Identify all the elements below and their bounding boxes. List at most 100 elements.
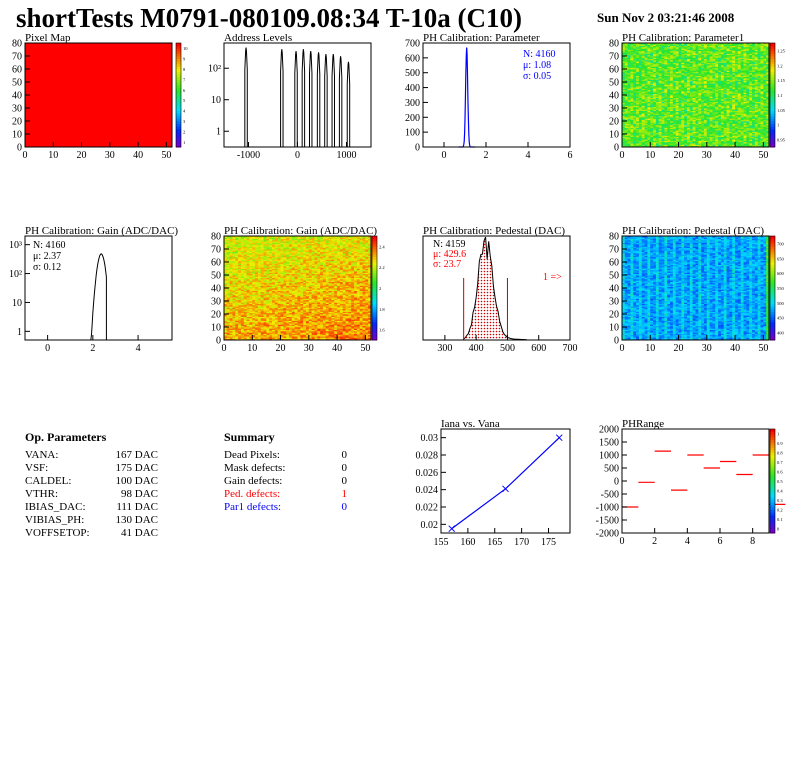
heatmap-cell	[630, 144, 634, 147]
panel-title-gain-map: PH Calibration: Gain (ADC/DAC)	[224, 225, 378, 237]
heatmap-cell	[658, 143, 662, 145]
heatmap-cell	[692, 88, 696, 91]
x-tick-label: 10	[48, 150, 58, 161]
heatmap-cell	[636, 140, 640, 143]
heatmap-cell	[661, 108, 665, 110]
heatmap-cell	[670, 43, 674, 45]
heatmap-cell	[689, 87, 694, 89]
heatmap-cell	[701, 135, 705, 137]
heatmap-cell	[695, 56, 699, 58]
heatmap-cell	[627, 137, 631, 140]
heatmap-cell	[672, 67, 677, 70]
heatmap-cell	[650, 82, 654, 84]
heatmap-cell	[627, 46, 631, 49]
heatmap-cell	[675, 124, 679, 127]
heatmap-cell	[695, 123, 699, 126]
heatmap-cell	[672, 71, 677, 74]
heatmap-cell	[695, 46, 699, 49]
heatmap-cell	[664, 143, 668, 145]
heatmap-cell	[689, 130, 694, 132]
heatmap-cell	[709, 72, 713, 75]
heatmap-cell	[675, 75, 679, 78]
heatmap-cell	[644, 92, 648, 95]
heatmap-cell	[703, 75, 708, 78]
heatmap-cell	[709, 88, 713, 91]
heatmap-cell	[647, 144, 651, 147]
heatmap-cell	[664, 57, 668, 59]
heatmap-cell	[692, 61, 696, 63]
heatmap-cell	[653, 70, 657, 72]
heatmap-cell	[692, 123, 696, 126]
heatmap-cell	[653, 108, 657, 110]
heatmap-cell	[678, 93, 682, 96]
heatmap-cell	[644, 144, 648, 147]
heatmap-cell	[644, 105, 648, 108]
heatmap-cell	[658, 124, 662, 127]
heatmap-cell	[675, 49, 679, 52]
heatmap-cell	[692, 105, 696, 108]
heatmap-cell	[664, 113, 668, 115]
heatmap-cell	[653, 74, 657, 76]
heatmap-cell	[678, 85, 682, 88]
heatmap-cell	[695, 110, 699, 113]
heatmap-cell	[641, 76, 646, 79]
heatmap-cell	[641, 109, 646, 111]
heatmap-cell	[695, 78, 699, 80]
heatmap-cell	[689, 75, 694, 78]
heatmap-cell	[706, 43, 711, 45]
heatmap-cell	[627, 88, 631, 91]
heatmap-cell	[644, 74, 648, 76]
heatmap-cell	[644, 115, 648, 118]
heatmap-cell	[695, 72, 699, 75]
heatmap-cell	[692, 106, 696, 109]
heatmap-cell	[698, 101, 702, 104]
heatmap-cell	[653, 54, 657, 57]
heatmap-cell	[624, 101, 629, 104]
heatmap-cell	[670, 143, 674, 145]
colorbar-cell	[176, 92, 181, 96]
heatmap-cell	[709, 108, 713, 110]
heatmap-cell	[681, 62, 685, 65]
heatmap-cell	[701, 85, 705, 88]
heatmap-cell	[622, 143, 626, 145]
heatmap-cell	[636, 115, 640, 118]
heatmap-cell	[681, 71, 685, 74]
heatmap-cell	[678, 110, 682, 113]
heatmap-cell	[692, 75, 696, 78]
heatmap-cell	[689, 95, 694, 97]
heatmap-cell	[638, 109, 643, 111]
heatmap-cell	[627, 84, 631, 87]
address-peak	[309, 51, 313, 147]
heatmap-cell	[661, 104, 665, 106]
heatmap-cell	[701, 88, 705, 91]
y-tick-label: 80	[12, 39, 22, 50]
heatmap-cell	[681, 91, 685, 93]
heatmap-cell	[689, 84, 694, 87]
heatmap-cell	[664, 46, 668, 49]
heatmap-cell	[655, 113, 660, 115]
heatmap-cell	[689, 104, 694, 106]
heatmap-cell	[622, 91, 626, 93]
heatmap-cell	[681, 140, 685, 143]
heatmap-cell	[647, 44, 651, 46]
heatmap-cell	[622, 136, 626, 139]
heatmap-cell	[681, 93, 685, 96]
heatmap-cell	[695, 135, 699, 137]
heatmap-cell	[684, 46, 688, 49]
heatmap-cell	[670, 140, 674, 143]
heatmap-cell	[687, 52, 691, 54]
heatmap-cell	[670, 85, 674, 88]
heatmap-cell	[636, 95, 640, 97]
heatmap-cell	[675, 56, 679, 58]
heatmap-cell	[650, 46, 654, 49]
heatmap-cell	[647, 101, 651, 104]
heatmap-cell	[698, 127, 702, 130]
heatmap-cell	[698, 141, 702, 144]
heatmap-cell	[636, 76, 640, 79]
heatmap-cell	[667, 111, 671, 114]
heatmap-cell	[701, 106, 705, 109]
heatmap-cell	[650, 126, 654, 128]
heatmap-cell	[675, 111, 679, 114]
heatmap-cell	[703, 49, 708, 52]
heatmap-cell	[661, 54, 665, 57]
